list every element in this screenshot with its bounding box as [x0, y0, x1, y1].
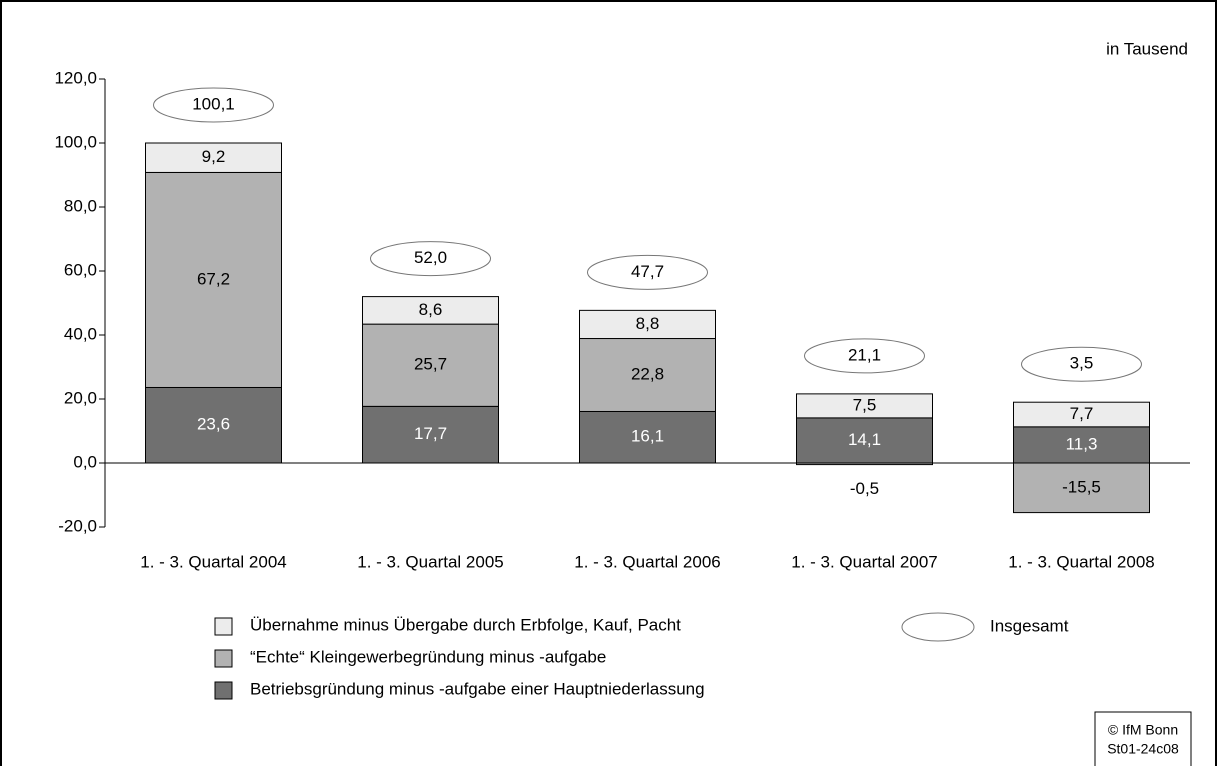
legend-swatch [901, 612, 975, 642]
total-badge [370, 241, 491, 277]
source-text: St01-24c08 [1107, 741, 1179, 757]
y-tick-label: 120,0 [54, 68, 97, 87]
value-label: 11,3 [1066, 434, 1098, 453]
bar-segment [796, 417, 933, 464]
unit-label: in Tausend [1106, 39, 1188, 58]
legend-swatch [214, 681, 233, 700]
legend-label: Insgesamt [990, 616, 1069, 635]
bar-segment [1013, 401, 1150, 428]
total-badge [1021, 346, 1142, 382]
y-tick-label: 100,0 [54, 132, 97, 151]
bar-segment [579, 338, 716, 412]
value-label: 7,5 [853, 395, 877, 414]
legend-swatch [214, 649, 233, 668]
value-label: 67,2 [197, 269, 230, 288]
legend-label: Übernahme minus Übergabe durch Erbfolge,… [250, 615, 681, 634]
total-badge [804, 338, 925, 374]
value-label: 7,7 [1070, 404, 1094, 423]
bar-segment [362, 296, 499, 325]
y-tick-label: -20,0 [58, 516, 97, 535]
y-tick-label: 80,0 [64, 196, 97, 215]
bar-segment [362, 323, 499, 407]
bar-segment [145, 171, 282, 388]
x-tick-label: 1. - 3. Quartal 2006 [574, 552, 720, 571]
x-tick-label: 1. - 3. Quartal 2005 [357, 552, 503, 571]
total-badge [153, 87, 274, 123]
total-label: 100,1 [192, 94, 235, 113]
value-label: 25,7 [414, 355, 447, 374]
value-label: -15,5 [1062, 477, 1101, 496]
bar-segment [796, 393, 933, 419]
bar-segment [579, 309, 716, 340]
y-tick-label: 20,0 [64, 388, 97, 407]
value-label: 9,2 [202, 147, 226, 166]
bar-segment [1013, 426, 1150, 464]
y-tick-label: 60,0 [64, 260, 97, 279]
value-label: 8,6 [419, 300, 443, 319]
legend-label: Betriebsgründung minus -aufgabe einer Ha… [250, 679, 705, 698]
bar-segment [145, 142, 282, 173]
y-tick-label: 0,0 [73, 452, 97, 471]
legend-label: “Echte“ Kleingewerbegründung minus -aufg… [250, 647, 606, 666]
y-tick-label: 40,0 [64, 324, 97, 343]
source-box [1094, 711, 1192, 766]
x-tick-label: 1. - 3. Quartal 2007 [791, 552, 937, 571]
source-text: © IfM Bonn [1108, 722, 1178, 738]
value-label: 17,7 [414, 424, 447, 443]
value-label: 8,8 [636, 314, 660, 333]
bar-segment [1013, 462, 1150, 514]
total-label: 21,1 [848, 345, 881, 364]
value-label: -0,5 [850, 479, 879, 498]
legend-swatch [214, 617, 233, 636]
value-label: 22,8 [631, 364, 664, 383]
value-label: 14,1 [848, 430, 881, 449]
value-label: 16,1 [631, 427, 664, 446]
total-label: 52,0 [414, 248, 447, 267]
total-label: 3,5 [1070, 354, 1094, 373]
x-tick-label: 1. - 3. Quartal 2008 [1008, 552, 1154, 571]
value-label: 23,6 [197, 415, 230, 434]
x-tick-label: 1. - 3. Quartal 2004 [140, 552, 286, 571]
total-label: 47,7 [631, 262, 664, 281]
total-badge [587, 254, 708, 290]
